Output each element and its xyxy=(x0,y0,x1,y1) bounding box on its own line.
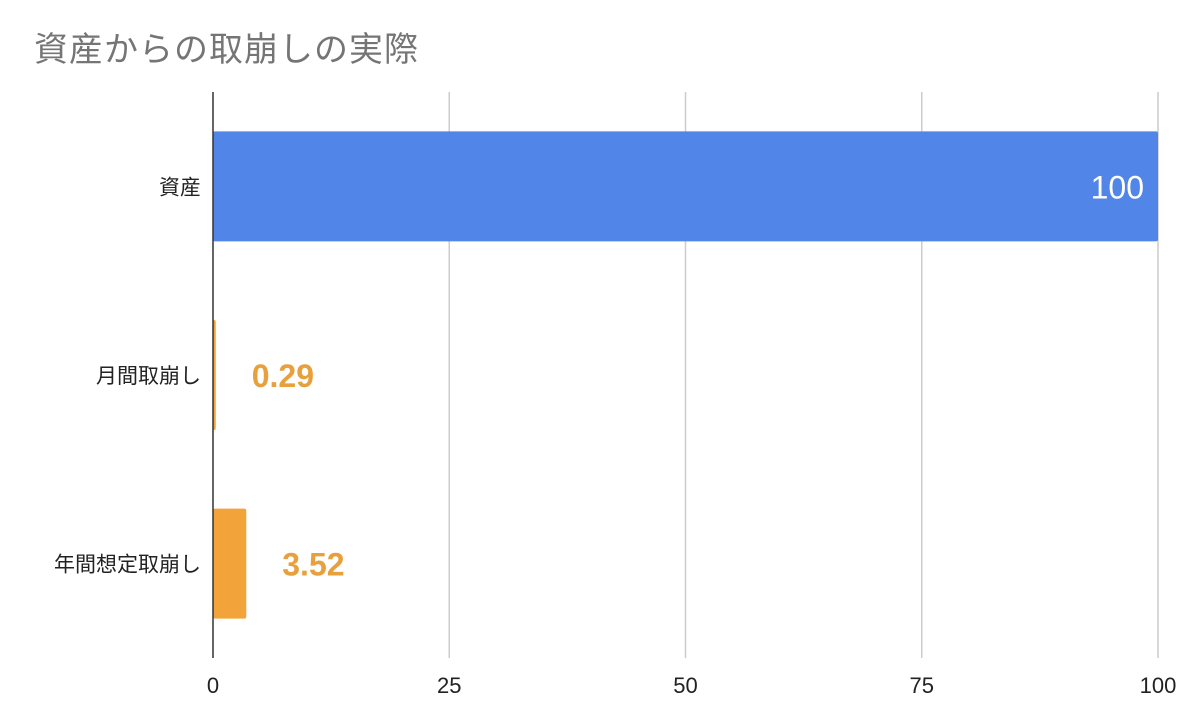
x-tick-label-50: 50 xyxy=(673,673,697,698)
category-label-1: 月間取崩し xyxy=(96,364,201,388)
chart-title: 資産からの取崩しの実際 xyxy=(34,30,419,70)
category-label-0: 資産 xyxy=(159,175,201,199)
x-tick-label-100: 100 xyxy=(1140,673,1177,698)
bars xyxy=(213,131,1158,619)
bar-2 xyxy=(213,508,247,619)
category-label-2: 年間想定取崩し xyxy=(54,553,201,577)
x-tick-label-0: 0 xyxy=(207,673,219,698)
x-tick-label-25: 25 xyxy=(437,673,461,698)
data-label-2: 3.52 xyxy=(282,547,344,583)
bar-0 xyxy=(213,131,1158,242)
labels: 0 25 50 75 100 資産 100 月間取崩し 0.29 年間想定取崩し 3.52 xyxy=(54,169,1176,698)
data-label-0: 100 xyxy=(1091,169,1144,205)
data-label-1: 0.29 xyxy=(252,358,314,394)
x-tick-label-75: 75 xyxy=(910,673,934,698)
